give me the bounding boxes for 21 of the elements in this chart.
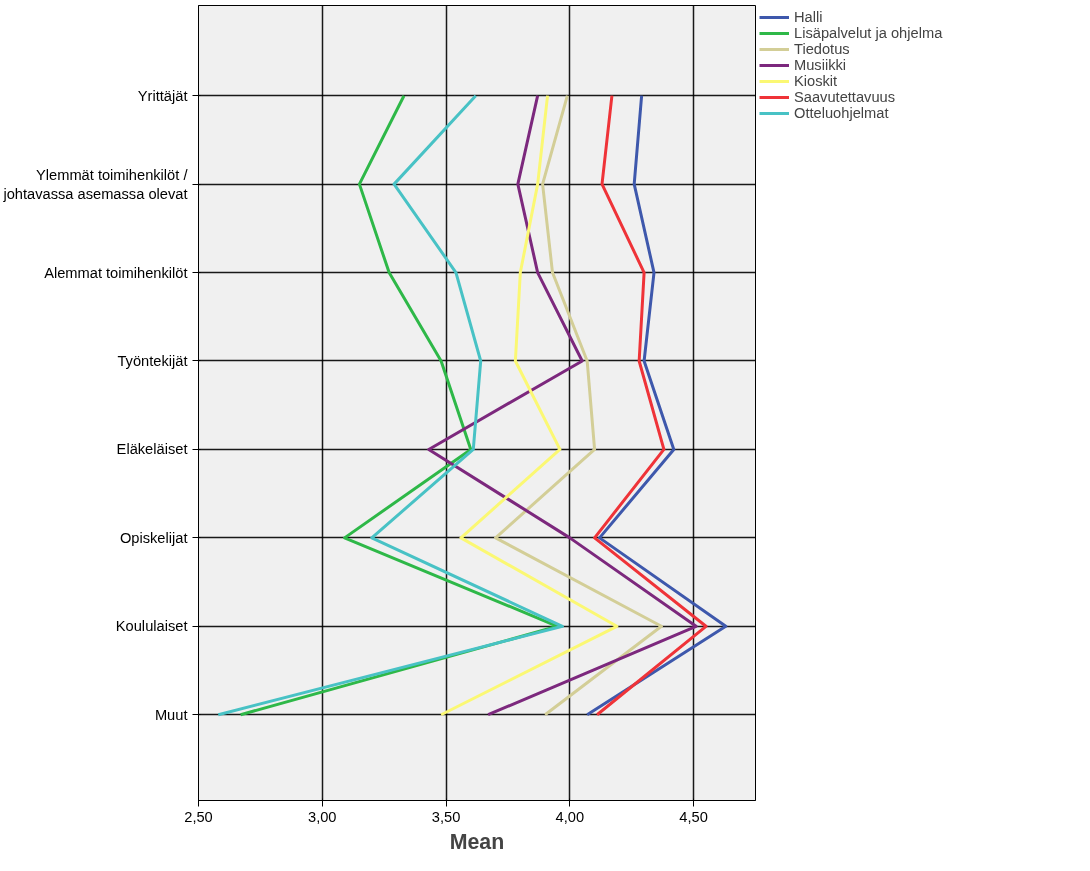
x-tick-label: 3,50 [431, 808, 461, 825]
y-tick-label: Muut [154, 706, 188, 723]
x-axis-title: Mean [449, 829, 505, 854]
legend-label: Tiedotus [794, 41, 850, 57]
x-tick-label: 4,50 [679, 808, 708, 825]
x-tick-label: 3,00 [308, 808, 337, 825]
y-tick-label: Työntekijät [117, 352, 188, 369]
y-tick-label: Eläkeläiset [116, 441, 188, 458]
legend-label: Kioskit [794, 73, 838, 89]
legend-label: Halli [794, 9, 823, 25]
legend-label: Musiikki [794, 57, 847, 73]
y-tick-label: Alemmat toimihenkilöt [44, 264, 188, 281]
y-tick-label: Ylemmät toimihenkilöt / johtavassa asemassa olevat [2, 166, 189, 202]
x-tick-label: 4,00 [555, 808, 585, 825]
legend-label: Lisäpalvelut ja ohjelma [794, 25, 943, 41]
x-tick-label: 2,50 [184, 808, 213, 825]
legend-label: Saavutettavuus [794, 89, 896, 105]
legend-label: Otteluohjelmat [794, 105, 889, 121]
y-tick-label: Koululaiset [115, 618, 188, 635]
y-tick-label: Yrittäjät [137, 87, 188, 104]
y-tick-label: Opiskelijat [119, 529, 188, 546]
